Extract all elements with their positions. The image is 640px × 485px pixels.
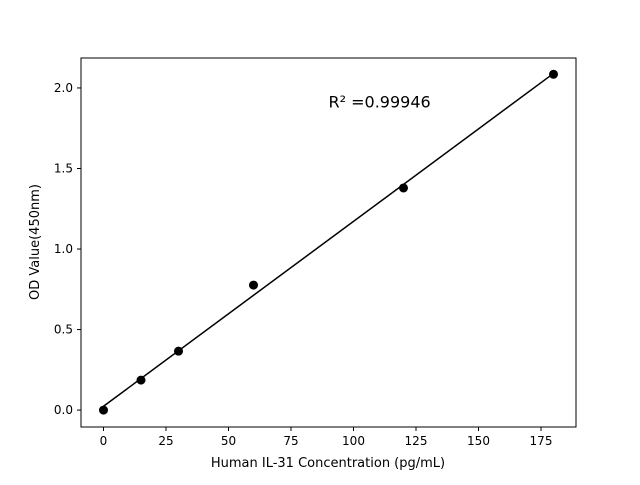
data-point (99, 405, 108, 415)
x-tick-label: 175 (530, 434, 553, 448)
x-tick-label: 75 (283, 434, 298, 448)
data-point (174, 346, 183, 356)
x-axis-label: Human IL-31 Concentration (pg/mL) (211, 456, 445, 471)
axes-frame (80, 57, 577, 428)
x-tick-label: 50 (221, 434, 236, 448)
y-axis-label: OD Value(450nm) (28, 184, 43, 300)
y-tick-label: 0.0 (54, 403, 73, 417)
y-tick-label: 1.5 (54, 161, 73, 175)
data-point (249, 280, 258, 290)
r-squared-annotation: R² =0.99946 (329, 92, 431, 111)
y-tick-label: 1.0 (54, 242, 73, 256)
fit-line (103, 72, 554, 407)
y-tick-label: 2.0 (54, 81, 73, 95)
x-tick-label: 150 (467, 434, 490, 448)
x-tick-label: 125 (405, 434, 428, 448)
x-tick-label: 100 (342, 434, 365, 448)
x-tick-label: 25 (158, 434, 173, 448)
data-point (399, 183, 408, 193)
x-tick-label: 0 (100, 434, 108, 448)
data-point (136, 375, 146, 385)
data-point (549, 69, 558, 79)
y-tick-label: 0.5 (54, 323, 73, 337)
